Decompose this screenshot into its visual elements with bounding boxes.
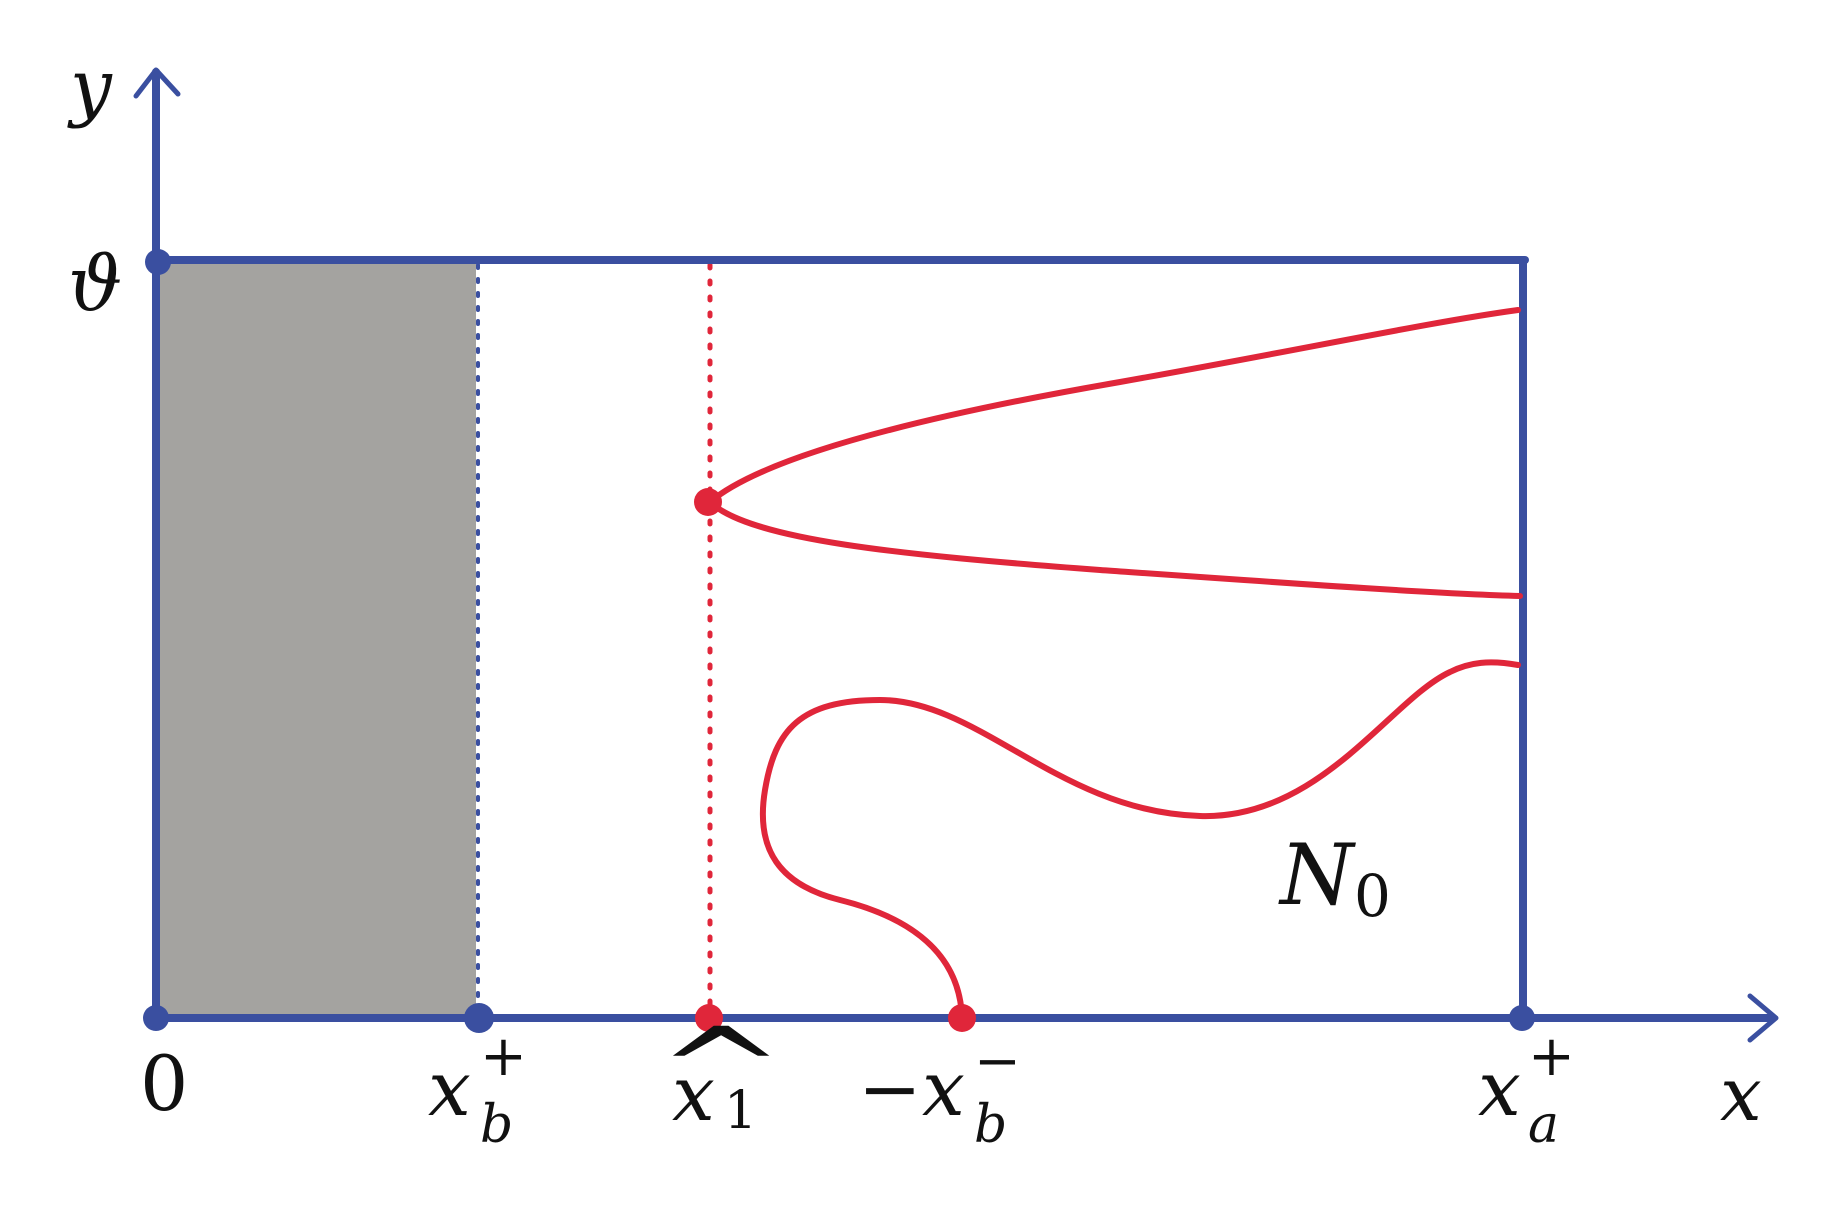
upper-branch-curve: [707, 307, 1521, 505]
svg-text:^: ^: [657, 1004, 786, 1132]
xa-plus-point: [1509, 1005, 1535, 1031]
svg-text:x: x: [428, 1044, 471, 1133]
x-axis-label: x: [1720, 1052, 1762, 1138]
x-axis-arrowhead: [1747, 993, 1779, 1043]
xb-plus-point: [464, 1003, 494, 1033]
svg-text:b: b: [480, 1095, 513, 1155]
lower-branch-curve: [707, 499, 1523, 599]
neg-xb-minus-label: − x b −: [858, 1029, 1021, 1155]
svg-text:+: +: [1528, 1024, 1575, 1089]
svg-text:b: b: [974, 1095, 1007, 1155]
neg-xb-minus-point: [948, 1004, 976, 1032]
turning-point: [694, 488, 722, 516]
svg-text:−: −: [974, 1029, 1021, 1094]
x1-hat-point: [695, 1004, 723, 1032]
wavy-curve: [759, 659, 1521, 1021]
x1-hat-label: ^ x 1: [657, 1004, 786, 1141]
svg-text:x: x: [922, 1044, 965, 1133]
svg-text:1: 1: [724, 1081, 757, 1141]
shaded-region: [158, 262, 476, 1018]
origin-point: [143, 1005, 169, 1031]
xb-plus-label: x b +: [428, 1024, 527, 1155]
region-label-n0: N 0: [1278, 826, 1391, 930]
y-axis-arrowhead: [133, 67, 181, 99]
svg-text:x: x: [1478, 1044, 1521, 1133]
origin-label: 0: [140, 1039, 188, 1128]
theta-label: ϑ: [68, 239, 122, 328]
svg-text:a: a: [1528, 1095, 1559, 1155]
theta-point: [145, 249, 171, 275]
xa-plus-label: x a +: [1478, 1024, 1575, 1155]
svg-text:N: N: [1278, 826, 1356, 924]
y-axis-label: y: [67, 44, 113, 130]
svg-text:+: +: [480, 1024, 527, 1089]
svg-text:−: −: [858, 1044, 922, 1133]
svg-text:0: 0: [1354, 862, 1391, 930]
svg-text:x: x: [672, 1049, 715, 1138]
